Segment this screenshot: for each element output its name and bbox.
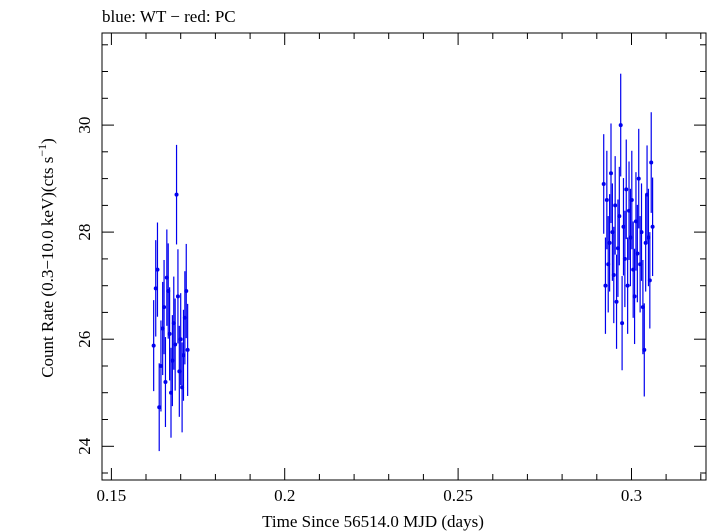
- data-point: [157, 405, 162, 410]
- data-point: [173, 342, 178, 347]
- data-point: [613, 203, 618, 208]
- y-tick-label: 28: [75, 224, 94, 241]
- data-point: [607, 240, 612, 245]
- data-point: [158, 363, 163, 368]
- y-axis: 24 26 28 30: [75, 44, 706, 474]
- y-axis-label-main: Count Rate (0.3−10.0 keV)(cts s: [38, 157, 57, 378]
- data-point: [618, 123, 623, 128]
- data-point: [636, 176, 641, 181]
- data-point: [603, 283, 608, 288]
- y-axis-label-close: ): [38, 138, 57, 144]
- data-series: [151, 73, 655, 452]
- data-point: [175, 294, 180, 299]
- y-tick-label: 24: [75, 437, 94, 455]
- x-tick-label: 0.15: [96, 486, 126, 505]
- data-point: [167, 331, 172, 336]
- y-tick-label: 26: [75, 331, 94, 348]
- x-tick-label: 0.2: [274, 486, 295, 505]
- series-2: [601, 73, 655, 397]
- data-point: [153, 286, 158, 291]
- data-point: [632, 294, 637, 299]
- x-axis-label: Time Since 56514.0 MJD (days): [262, 512, 484, 531]
- data-point: [649, 160, 654, 165]
- data-point: [611, 272, 616, 277]
- x-tick-label: 0.3: [621, 486, 642, 505]
- data-point: [155, 267, 160, 272]
- data-point: [625, 283, 630, 288]
- data-point: [647, 278, 652, 283]
- chart-title: blue: WT − red: PC: [102, 7, 236, 26]
- data-point: [163, 380, 168, 385]
- data-point: [642, 347, 647, 352]
- data-point: [604, 198, 609, 203]
- data-point: [650, 224, 655, 229]
- data-point: [622, 256, 627, 261]
- data-point: [151, 343, 156, 348]
- plot-frame: [101, 32, 707, 481]
- series-1: [151, 144, 190, 452]
- y-axis-label: Count Rate (0.3−10.0 keV)(cts s−1): [35, 138, 57, 378]
- data-point: [185, 347, 190, 352]
- data-point: [617, 214, 622, 219]
- data-point: [162, 305, 167, 310]
- data-point: [635, 251, 640, 256]
- data-point: [178, 337, 183, 342]
- data-point: [608, 171, 613, 176]
- y-axis-label-sup: −1: [35, 144, 49, 157]
- x-axis: 0.15 0.2 0.25 0.3: [96, 33, 702, 505]
- data-point: [624, 187, 629, 192]
- data-point: [174, 192, 179, 197]
- data-point: [601, 181, 606, 186]
- data-point: [629, 198, 634, 203]
- data-point: [184, 289, 189, 294]
- data-point: [614, 299, 619, 304]
- data-point: [639, 230, 644, 235]
- data-point: [620, 321, 625, 326]
- y-tick-label: 30: [75, 117, 94, 134]
- x-tick-label: 0.25: [443, 486, 473, 505]
